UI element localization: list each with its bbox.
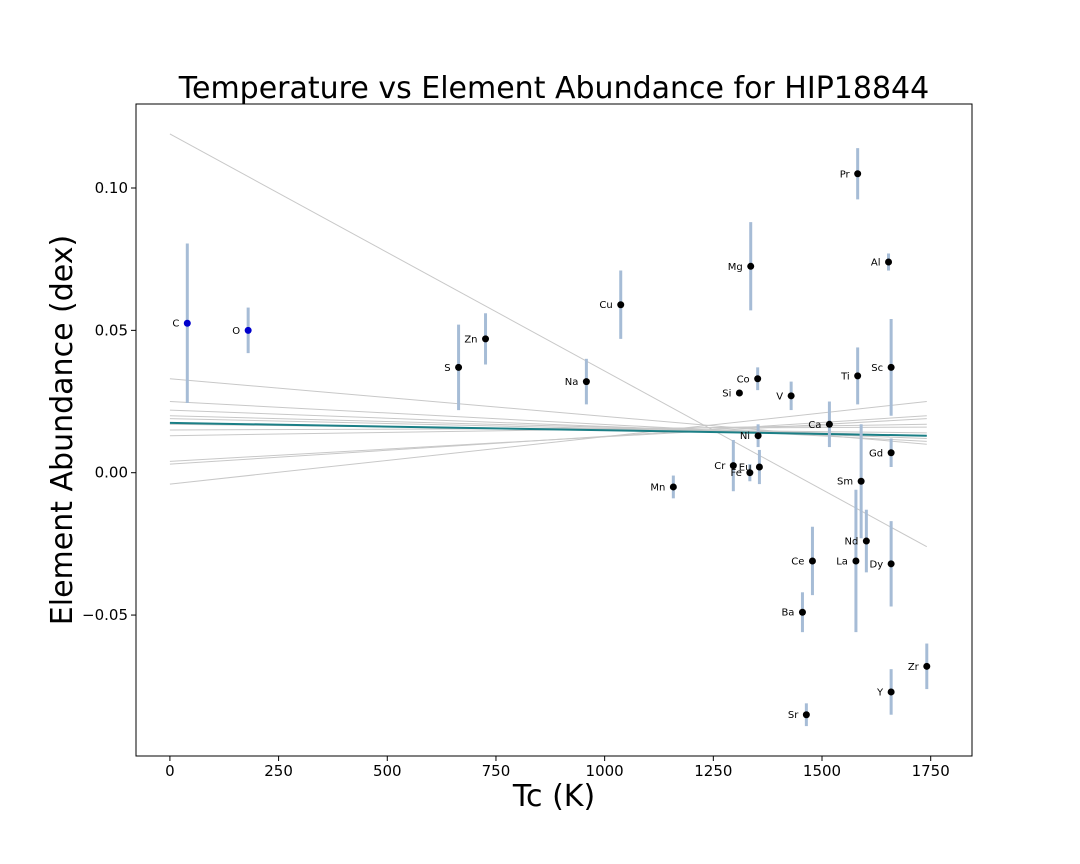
data-point <box>852 557 860 565</box>
point-label: Dy <box>870 559 884 570</box>
point-label: Gd <box>869 448 883 459</box>
x-axis: 0 250 500 750 1000 1250 1500 1750 <box>165 756 950 780</box>
data-point <box>887 688 895 696</box>
data-point <box>735 389 743 397</box>
x-tick-label: 1250 <box>694 762 732 780</box>
sample-fit-line <box>169 133 928 548</box>
data-point <box>787 392 795 400</box>
data-point <box>887 560 895 568</box>
data-point <box>854 372 862 380</box>
y-tick-label: −0.05 <box>82 606 128 624</box>
x-tick-label: 750 <box>482 762 511 780</box>
y-tick-label: 0.00 <box>95 464 128 482</box>
point-label: Ba <box>781 608 794 619</box>
x-tick-label: 1000 <box>586 762 624 780</box>
point-label: Nd <box>845 537 859 548</box>
point-label: Cr <box>714 461 726 472</box>
data-point <box>808 557 816 565</box>
data-point <box>887 449 895 457</box>
data-point <box>825 420 833 428</box>
point-label: Sm <box>837 477 853 488</box>
data-point <box>746 469 754 477</box>
sample-fit-line <box>169 401 927 485</box>
point-label: Cu <box>599 300 612 311</box>
data-point <box>183 319 191 327</box>
x-tick-label: 250 <box>264 762 293 780</box>
point-label: Fe <box>730 468 741 479</box>
sample-fit-line <box>169 415 927 465</box>
point-label: Si <box>722 388 731 399</box>
point-label: Al <box>871 258 881 269</box>
point-label: Ce <box>791 556 804 567</box>
data-point <box>669 483 677 491</box>
point-label: Zn <box>464 334 477 345</box>
data-point <box>754 375 762 383</box>
data-point <box>747 262 755 270</box>
point-label: La <box>836 556 848 567</box>
data-point <box>798 608 806 616</box>
point-label: Sc <box>871 363 883 374</box>
data-point <box>802 711 810 719</box>
point-label: V <box>776 391 783 402</box>
plot-frame <box>135 103 973 757</box>
point-label: C <box>172 319 179 330</box>
chart-title: Temperature vs Element Abundance for HIP… <box>178 71 929 106</box>
point-label: Co <box>737 374 750 385</box>
data-point <box>862 537 870 545</box>
x-tick-label: 500 <box>373 762 402 780</box>
data-point <box>754 432 762 440</box>
y-tick-label: 0.05 <box>95 321 128 339</box>
point-label: Mg <box>728 262 743 273</box>
data-point <box>482 335 490 343</box>
data-point <box>755 463 763 471</box>
point-label: O <box>232 326 240 337</box>
x-tick-label: 1750 <box>912 762 950 780</box>
point-label: S <box>444 363 450 374</box>
data-point <box>923 662 931 670</box>
data-point <box>244 326 252 334</box>
point-label: Ca <box>808 420 821 431</box>
data-point <box>617 301 625 309</box>
plot-area: C O S Zn Na Cu Mn Cr Si Fe Mg Co Ni Eu V Ba Sr Ce Ca La Ti Pr… <box>169 133 931 727</box>
point-label: Sr <box>788 710 799 721</box>
y-tick-label: 0.10 <box>95 179 128 197</box>
data-point <box>582 378 590 386</box>
y-axis-label: Element Abundance (dex) <box>45 235 80 625</box>
data-point <box>857 477 865 485</box>
point-label: Zr <box>908 662 920 673</box>
point-label: Eu <box>739 463 752 474</box>
data-point <box>885 258 893 266</box>
point-label: Ti <box>840 371 850 382</box>
x-tick-label: 0 <box>165 762 175 780</box>
point-label: Ni <box>740 431 750 442</box>
point-label: Na <box>565 377 579 388</box>
data-point <box>729 462 737 470</box>
x-tick-label: 1500 <box>803 762 841 780</box>
data-point <box>887 363 895 371</box>
point-label: Mn <box>650 482 665 493</box>
data-point <box>455 363 463 371</box>
y-axis: 0.10 0.05 0.00 −0.05 <box>82 179 136 624</box>
x-axis-label: Tc (K) <box>512 779 595 814</box>
data-point <box>854 170 862 178</box>
sample-fit-line <box>169 401 927 442</box>
point-label: Pr <box>840 169 851 180</box>
point-label: Y <box>876 687 884 698</box>
best-fit-line <box>169 421 927 437</box>
